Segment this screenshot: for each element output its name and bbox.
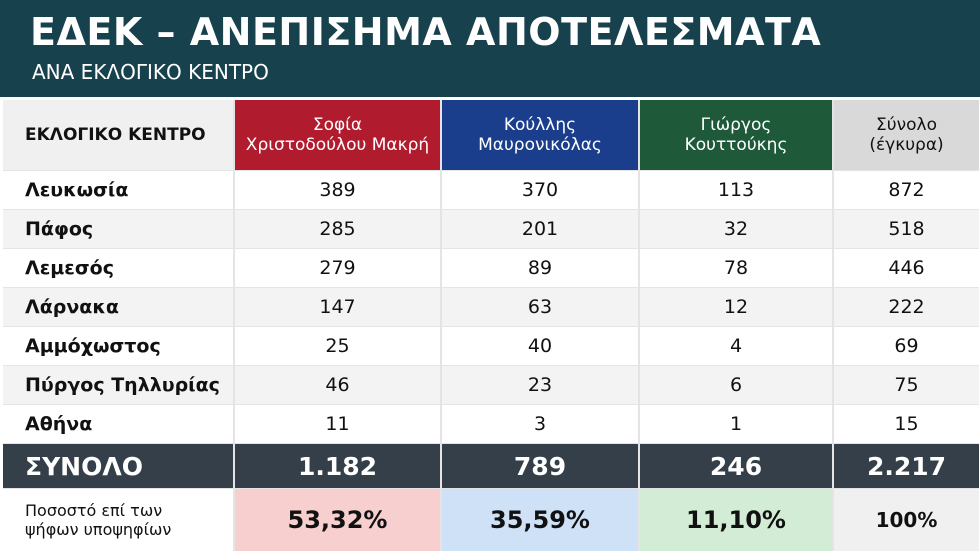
column-header: Σύνολο (έγκυρα) [834, 100, 979, 170]
cell: 3 [442, 405, 638, 443]
share-cell: 11,10% [640, 489, 832, 551]
cell: 25 [235, 327, 440, 365]
cell: 75 [834, 366, 979, 404]
header: ΕΔΕΚ – ΑΝΕΠΙΣΗΜΑ ΑΠΟΤΕΛΕΣΜΑΤΑ ΑΝΑ ΕΚΛΟΓΙ… [0, 0, 980, 97]
total-cell: 789 [442, 444, 638, 488]
cell: 89 [442, 249, 638, 287]
cell: 11 [235, 405, 440, 443]
column-header: Γιώργος Κουττούκης [640, 100, 832, 170]
cell: 518 [834, 210, 979, 248]
cell: 63 [442, 288, 638, 326]
share-cell: 53,32% [235, 489, 440, 551]
cell: 285 [235, 210, 440, 248]
cell: 40 [442, 327, 638, 365]
total-cell: 246 [640, 444, 832, 488]
cell: 113 [640, 171, 832, 209]
cell: 201 [442, 210, 638, 248]
row-label: Πάφος [3, 210, 233, 248]
row-label: Λάρνακα [3, 288, 233, 326]
title: ΕΔΕΚ – ΑΝΕΠΙΣΗΜΑ ΑΠΟΤΕΛΕΣΜΑΤΑ [30, 10, 822, 54]
cell: 78 [640, 249, 832, 287]
results-table: ΕΚΛΟΓΙΚΟ ΚΕΝΤΡΟ Σοφία Χριστοδούλου Μακρή Κ… [3, 100, 979, 551]
total-cell: 1.182 [235, 444, 440, 488]
cell: 12 [640, 288, 832, 326]
cell: 23 [442, 366, 638, 404]
row-label: Λευκωσία [3, 171, 233, 209]
cell: 872 [834, 171, 979, 209]
cell: 4 [640, 327, 832, 365]
share-cell: 35,59% [442, 489, 638, 551]
column-header: Κούλλης Μαυρονικόλας [442, 100, 638, 170]
share-cell: Ποσοστό επί των ψήφων υποψηφίων [3, 489, 233, 551]
cell: 15 [834, 405, 979, 443]
cell: 389 [235, 171, 440, 209]
row-label: Πύργος Τηλλυρίας [3, 366, 233, 404]
cell: 69 [834, 327, 979, 365]
cell: 147 [235, 288, 440, 326]
cell: 370 [442, 171, 638, 209]
cell: 222 [834, 288, 979, 326]
total-cell: 2.217 [834, 444, 979, 488]
total-cell: ΣΥΝΟΛΟ [3, 444, 233, 488]
cell: 1 [640, 405, 832, 443]
column-header: ΕΚΛΟΓΙΚΟ ΚΕΝΤΡΟ [3, 100, 233, 170]
cell: 279 [235, 249, 440, 287]
row-label: Αμμόχωστος [3, 327, 233, 365]
cell: 6 [640, 366, 832, 404]
cell: 46 [235, 366, 440, 404]
row-label: Αθήνα [3, 405, 233, 443]
cell: 32 [640, 210, 832, 248]
share-cell: 100% [834, 489, 979, 551]
subtitle: ΑΝΑ ΕΚΛΟΓΙΚΟ ΚΕΝΤΡΟ [32, 60, 269, 84]
cell: 446 [834, 249, 979, 287]
row-label: Λεμεσός [3, 249, 233, 287]
column-header: Σοφία Χριστοδούλου Μακρή [235, 100, 440, 170]
